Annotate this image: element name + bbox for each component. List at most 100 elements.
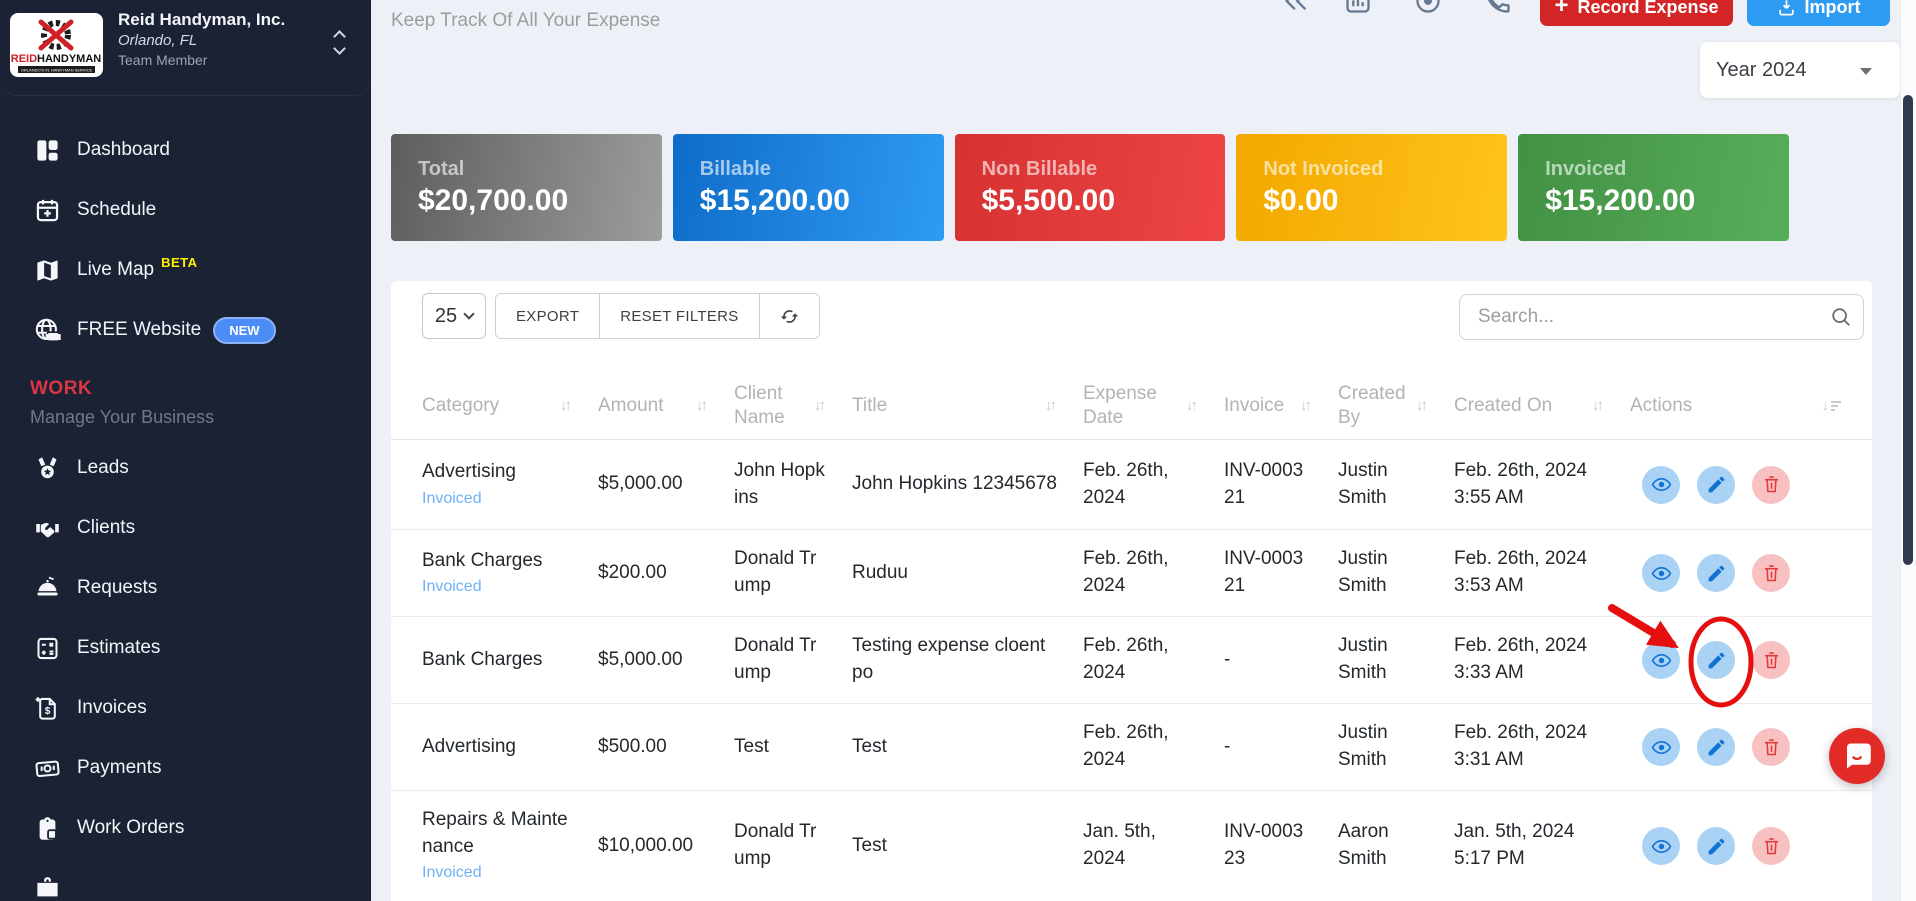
briefcase-icon bbox=[30, 875, 64, 901]
view-button[interactable] bbox=[1642, 554, 1680, 592]
edit-button[interactable] bbox=[1697, 827, 1735, 865]
column-header-created-by[interactable]: Created By ↓↑ bbox=[1338, 382, 1428, 430]
column-header-created-on[interactable]: Created On ↓↑ bbox=[1454, 394, 1604, 418]
sidebar-item-clients[interactable]: Clients bbox=[0, 498, 371, 558]
invoiced-link[interactable]: Invoiced bbox=[422, 578, 482, 596]
expense-date: Feb. 26th, 2024 bbox=[1083, 459, 1169, 508]
view-button[interactable] bbox=[1642, 728, 1680, 766]
summary-card-non-billable: Non Billable $5,500.00 bbox=[954, 134, 1226, 241]
chevron-down-icon bbox=[463, 308, 475, 320]
sidebar-item-label: Estimates bbox=[77, 637, 161, 658]
collapse-double-chevron-icon[interactable] bbox=[1282, 0, 1310, 15]
sort-amount-icon[interactable]: ↓ bbox=[1822, 397, 1841, 416]
sort-icon[interactable]: ↓↑ bbox=[1592, 396, 1604, 414]
invoiced-link[interactable]: Invoiced bbox=[422, 864, 482, 882]
table-row: Bank Charges Invoiced $200.00 Donald Trum… bbox=[391, 530, 1872, 617]
sidebar-item-schedule[interactable]: Schedule bbox=[0, 180, 371, 240]
sidebar-item-invoices[interactable]: $ Invoices bbox=[0, 678, 371, 738]
bar-chart-icon[interactable] bbox=[1344, 0, 1372, 15]
svg-text:FREE: FREE bbox=[46, 335, 60, 341]
sidebar-item-free-website[interactable]: FREE FREE Website NEW bbox=[0, 300, 371, 360]
column-header-client-name[interactable]: Client Name ↓↑ bbox=[734, 382, 826, 430]
year-filter-dropdown[interactable]: Year 2024 bbox=[1700, 42, 1900, 98]
sort-icon[interactable]: ↓↑ bbox=[696, 396, 708, 414]
edit-button[interactable] bbox=[1697, 728, 1735, 766]
column-header-title[interactable]: Title ↓↑ bbox=[852, 394, 1057, 418]
invoiced-link[interactable]: Invoiced bbox=[422, 489, 482, 507]
sort-icon[interactable]: ↓↑ bbox=[1416, 396, 1428, 414]
bell-icon bbox=[30, 575, 64, 602]
sidebar-item-requests[interactable]: Requests bbox=[0, 558, 371, 618]
record-expense-button[interactable]: + Record Expense bbox=[1540, 0, 1733, 26]
expense-title: Test bbox=[852, 735, 887, 757]
sidebar-item-label: Dashboard bbox=[77, 139, 170, 160]
delete-button[interactable] bbox=[1752, 827, 1790, 865]
search-icon[interactable] bbox=[1819, 306, 1863, 328]
sidebar-item-work-orders[interactable]: Work Orders bbox=[0, 798, 371, 858]
edit-button[interactable] bbox=[1697, 465, 1735, 504]
reset-filters-button[interactable]: RESET FILTERS bbox=[599, 294, 759, 338]
column-header-expense-date[interactable]: Expense Date ↓↑ bbox=[1083, 382, 1198, 430]
delete-button[interactable] bbox=[1752, 554, 1790, 592]
profile-expand-icon[interactable] bbox=[331, 28, 349, 60]
page-size-select[interactable]: 25 bbox=[422, 293, 486, 339]
column-header-category[interactable]: Category ↓↑ bbox=[422, 394, 572, 418]
expense-amount: $5,000.00 bbox=[598, 473, 683, 495]
chat-widget-button[interactable] bbox=[1829, 728, 1885, 784]
sidebar-item-dashboard[interactable]: Dashboard bbox=[0, 120, 371, 180]
sort-icon[interactable]: ↓↑ bbox=[1186, 396, 1198, 414]
clock-icon[interactable] bbox=[1414, 0, 1442, 15]
client-name: John Hopkins bbox=[734, 459, 825, 508]
company-profile[interactable]: REIDHANDYMAN ORLANDO'S #1 HANDYMAN SERVI… bbox=[0, 0, 371, 96]
edit-button-annotated[interactable] bbox=[1697, 641, 1735, 679]
medal-icon bbox=[30, 455, 64, 482]
calendar-icon bbox=[30, 197, 64, 224]
sidebar-item-estimates[interactable]: Estimates bbox=[0, 618, 371, 678]
created-on: Feb. 26th, 2024 3:33 AM bbox=[1454, 635, 1588, 683]
eye-icon bbox=[1651, 839, 1671, 853]
page-scrollbar[interactable] bbox=[1900, 0, 1916, 901]
import-button[interactable]: Import bbox=[1747, 0, 1890, 26]
company-location: Orlando, FL bbox=[118, 32, 198, 49]
created-by: Justin Smith bbox=[1338, 635, 1388, 683]
export-button[interactable]: EXPORT bbox=[496, 294, 600, 338]
column-header-actions[interactable]: Actions ↓ bbox=[1630, 394, 1841, 418]
pencil-icon bbox=[1708, 838, 1724, 854]
created-on: Jan. 5th, 2024 5:17 PM bbox=[1454, 821, 1575, 869]
phone-icon[interactable] bbox=[1484, 0, 1512, 15]
sort-icon[interactable]: ↓↑ bbox=[1045, 396, 1057, 414]
map-icon bbox=[30, 257, 64, 284]
sidebar-item-label: Schedule bbox=[77, 199, 157, 220]
delete-button[interactable] bbox=[1752, 728, 1790, 766]
view-button[interactable] bbox=[1642, 641, 1680, 679]
sort-icon[interactable]: ↓↑ bbox=[1300, 396, 1312, 414]
sidebar-item-live-map[interactable]: Live Map BETA bbox=[0, 240, 371, 300]
scrollbar-thumb[interactable] bbox=[1903, 95, 1913, 565]
view-button[interactable] bbox=[1642, 465, 1680, 504]
new-badge: NEW bbox=[213, 316, 276, 344]
sidebar-item-partial[interactable] bbox=[0, 858, 371, 901]
pencil-icon bbox=[1708, 476, 1724, 493]
delete-button[interactable] bbox=[1752, 641, 1790, 679]
expense-title: John Hopkins 12345678 bbox=[852, 473, 1057, 495]
delete-button[interactable] bbox=[1752, 465, 1790, 504]
sidebar-item-payments[interactable]: Payments bbox=[0, 738, 371, 798]
trash-icon bbox=[1764, 651, 1778, 668]
sort-icon[interactable]: ↓↑ bbox=[560, 396, 572, 414]
column-header-invoice[interactable]: Invoice ↓↑ bbox=[1224, 394, 1312, 418]
invoice-number: INV-000321 bbox=[1224, 459, 1304, 508]
pencil-icon bbox=[1708, 739, 1724, 755]
view-button[interactable] bbox=[1642, 827, 1680, 865]
sidebar-item-leads[interactable]: Leads bbox=[0, 438, 371, 498]
sidebar-item-label: Live Map bbox=[77, 259, 155, 280]
dashboard-icon bbox=[30, 137, 64, 164]
sidebar-item-label: Clients bbox=[77, 517, 136, 538]
column-header-amount[interactable]: Amount ↓↑ bbox=[598, 394, 708, 418]
company-name: Reid Handyman, Inc. bbox=[118, 10, 286, 29]
sort-icon[interactable]: ↓↑ bbox=[814, 396, 826, 414]
refresh-button[interactable] bbox=[758, 294, 819, 338]
search-input[interactable] bbox=[1460, 306, 1819, 328]
edit-button[interactable] bbox=[1697, 554, 1735, 592]
expense-category: Advertising bbox=[422, 735, 516, 757]
expense-category: Bank Charges bbox=[422, 549, 543, 571]
